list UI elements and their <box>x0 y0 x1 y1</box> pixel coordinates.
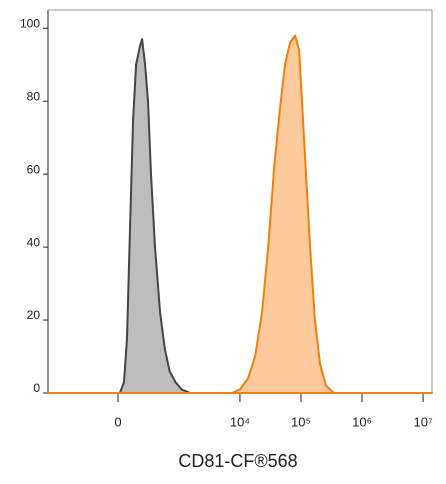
x-tick-label: 10⁶ <box>352 414 372 429</box>
x-tick-label: 10⁷ <box>413 414 432 429</box>
histogram-area <box>47 34 433 394</box>
y-tick-label: 20 <box>27 308 41 322</box>
y-tick-label: 40 <box>27 235 41 249</box>
x-tick-label: 10⁵ <box>291 414 311 429</box>
histogram-area <box>47 38 192 394</box>
y-tick-label: 60 <box>27 162 41 176</box>
x-tick-label: 0 <box>114 414 121 429</box>
y-tick-label: 80 <box>27 89 41 103</box>
x-axis-title: CD81-CF®568 <box>178 451 297 471</box>
y-tick-label: 0 <box>33 381 40 395</box>
x-tick-label: 10⁴ <box>230 414 250 429</box>
y-tick-label: 100 <box>20 16 40 30</box>
